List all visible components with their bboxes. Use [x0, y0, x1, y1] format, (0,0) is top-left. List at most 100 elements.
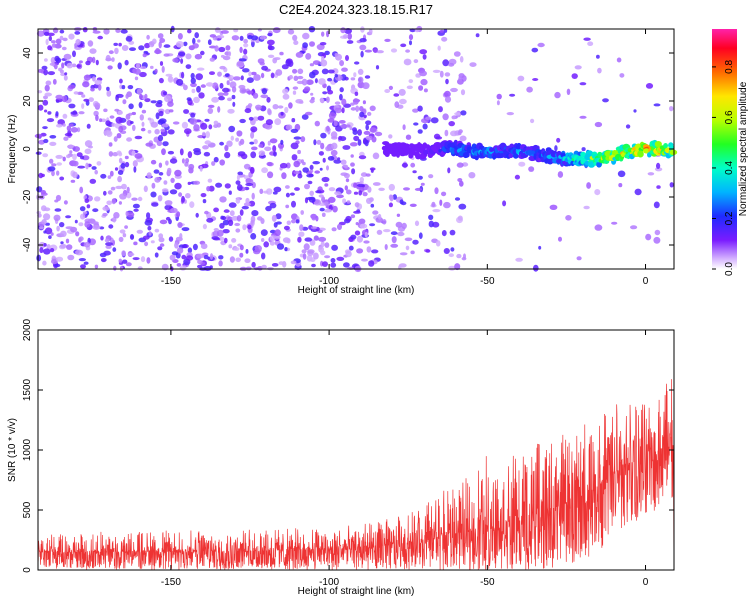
noise-speckle	[231, 238, 237, 243]
noise-speckle	[318, 151, 324, 156]
noise-speckle	[280, 111, 284, 116]
noise-speckle	[187, 181, 191, 185]
noise-speckle	[189, 118, 198, 125]
noise-speckle	[86, 123, 91, 129]
y-tick-label: 500	[22, 501, 33, 518]
noise-speckle	[111, 57, 115, 62]
noise-speckle	[43, 248, 51, 255]
noise-speckle	[265, 119, 273, 126]
noise-speckle	[285, 185, 290, 189]
noise-speckle	[239, 35, 244, 41]
noise-speckle	[39, 226, 44, 230]
noise-speckle	[52, 78, 57, 85]
noise-speckle	[290, 128, 299, 133]
noise-speckle	[454, 197, 461, 201]
noise-speckle	[103, 250, 111, 256]
noise-speckle	[159, 219, 168, 225]
noise-speckle	[275, 69, 283, 76]
noise-speckle	[192, 37, 196, 45]
noise-speckle	[243, 38, 249, 44]
noise-speckle	[251, 210, 259, 217]
noise-speckle	[326, 125, 330, 132]
noise-speckle	[336, 256, 345, 261]
noise-speckle	[669, 106, 674, 112]
noise-speckle	[248, 116, 254, 121]
noise-speckle	[206, 217, 214, 223]
noise-speckle	[63, 136, 69, 141]
noise-speckle	[103, 190, 107, 196]
noise-speckle	[157, 195, 163, 202]
noise-speckle	[220, 30, 229, 34]
noise-speckle	[119, 193, 127, 200]
noise-speckle	[170, 207, 178, 213]
noise-speckle	[417, 105, 423, 112]
noise-speckle	[217, 71, 222, 77]
noise-speckle	[309, 63, 314, 67]
noise-speckle	[231, 86, 237, 93]
noise-speckle	[307, 249, 315, 254]
noise-speckle	[107, 175, 112, 180]
noise-speckle	[295, 99, 304, 104]
noise-speckle	[352, 127, 357, 132]
noise-speckle	[611, 221, 618, 225]
noise-speckle	[270, 72, 275, 79]
noise-speckle	[235, 137, 240, 142]
noise-speckle	[174, 169, 182, 177]
noise-speckle	[357, 129, 362, 136]
noise-speckle	[235, 180, 241, 185]
noise-speckle	[161, 123, 169, 128]
noise-speckle	[108, 224, 114, 229]
noise-speckle	[399, 199, 404, 205]
noise-speckle	[617, 170, 626, 178]
noise-speckle	[556, 137, 561, 143]
noise-speckle	[193, 180, 201, 185]
noise-speckle	[399, 252, 408, 256]
noise-speckle	[404, 237, 413, 242]
noise-speckle	[266, 161, 273, 167]
noise-speckle	[214, 45, 219, 52]
noise-speckle	[324, 208, 332, 213]
noise-speckle	[458, 203, 467, 210]
ridge-cell	[643, 148, 650, 154]
noise-speckle	[228, 219, 234, 226]
noise-speckle	[318, 194, 324, 198]
noise-speckle	[117, 170, 124, 175]
noise-speckle	[205, 82, 214, 87]
noise-speckle	[196, 85, 201, 93]
noise-speckle	[286, 220, 291, 226]
noise-speckle	[410, 162, 416, 168]
noise-speckle	[132, 124, 136, 132]
noise-speckle	[300, 210, 305, 215]
noise-speckle	[55, 256, 64, 262]
colorbar-gradient	[712, 29, 737, 269]
noise-speckle	[218, 255, 224, 260]
noise-speckle	[195, 212, 199, 218]
noise-speckle	[186, 97, 192, 101]
noise-speckle	[137, 196, 143, 202]
noise-speckle	[82, 81, 90, 88]
noise-speckle	[103, 28, 110, 35]
noise-speckle	[124, 225, 128, 229]
noise-speckle	[36, 30, 45, 37]
noise-speckle	[388, 134, 393, 139]
noise-speckle	[263, 190, 269, 194]
noise-speckle	[340, 27, 346, 34]
noise-speckle	[321, 68, 329, 75]
noise-speckle	[257, 58, 265, 64]
noise-speckle	[322, 91, 328, 95]
noise-speckle	[267, 32, 273, 37]
noise-speckle	[517, 75, 525, 82]
noise-speckle	[125, 211, 129, 217]
noise-speckle	[63, 53, 72, 60]
noise-speckle	[414, 27, 420, 33]
noise-speckle	[287, 29, 295, 35]
noise-speckle	[121, 45, 129, 51]
snr-x-ticks: -150 -100 -50 0	[161, 330, 649, 588]
spectrogram-panel: -150 -100 -50 0 -40 -20 0 20 40 Height of strai…	[7, 25, 678, 296]
noise-speckle	[38, 104, 44, 111]
noise-speckle	[441, 36, 448, 42]
noise-speckle	[261, 88, 268, 95]
noise-speckle	[149, 40, 155, 48]
noise-speckle	[358, 190, 363, 196]
noise-speckle	[373, 48, 378, 53]
